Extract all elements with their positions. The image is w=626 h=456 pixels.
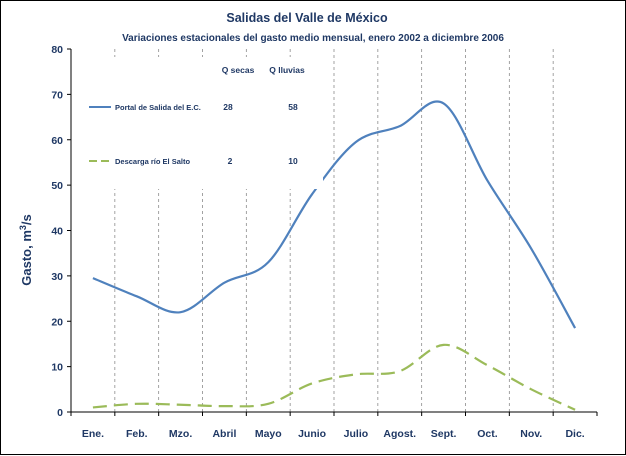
y-axis-title-end: /s [19,214,34,225]
y-tick-label: 60 [51,135,63,147]
y-tick-label: 30 [51,271,63,283]
chart-title: Salidas del Valle de México [226,11,388,25]
legend-label-salto: Descarga río El Salto [115,157,190,166]
legend-q-lluvias-salto: 10 [288,156,298,166]
x-tick-label: Abril [212,428,236,440]
x-tick-label: Dic. [565,428,584,440]
x-tick-labels: Ene. Feb. Mzo. Abril Mayo Junio Julio Agost. Sep… [71,412,597,440]
y-tick-label: 0 [57,407,63,419]
legend: Q secas Q lluvias Portal de Salida del E… [81,57,323,189]
legend-q-secas-salto: 2 [228,156,233,166]
x-tick-label: Ene. [82,428,104,440]
x-tick-label: Sept. [431,428,457,440]
legend-q-lluvias-portal: 58 [288,102,298,112]
x-tick-label: Feb. [126,428,148,440]
x-tick-label: Julio [344,428,369,440]
x-tick-label: Oct. [477,428,498,440]
y-axis-title-main: Gasto, m [19,230,34,286]
x-tick-label: Agost. [383,428,416,440]
x-tick-label: Nov. [520,428,542,440]
y-tick-label: 70 [51,89,63,101]
y-axis-title: Gasto, m3/s [18,214,34,285]
legend-header-q-secas: Q secas [222,65,255,75]
legend-label-portal: Portal de Salida del E.C. [115,103,201,112]
y-tick-label: 80 [51,44,63,56]
legend-background [81,57,323,189]
chart-subtitle: Variaciones estacionales del gasto medio… [122,33,504,44]
x-tick-label: Mzo. [169,428,192,440]
legend-q-secas-portal: 28 [223,102,233,112]
x-tick-label: Junio [298,428,326,440]
y-tick-label: 10 [51,362,63,374]
y-tick-label: 40 [51,226,63,238]
x-tick-label: Mayo [255,428,282,440]
y-tick-label: 20 [51,316,63,328]
y-tick-label: 50 [51,180,63,192]
y-tick-labels: 0 10 20 30 40 50 60 70 80 [51,44,71,419]
title-group: Salidas del Valle de México Variaciones … [122,11,504,44]
legend-header-q-lluvias: Q lluvias [269,65,305,75]
